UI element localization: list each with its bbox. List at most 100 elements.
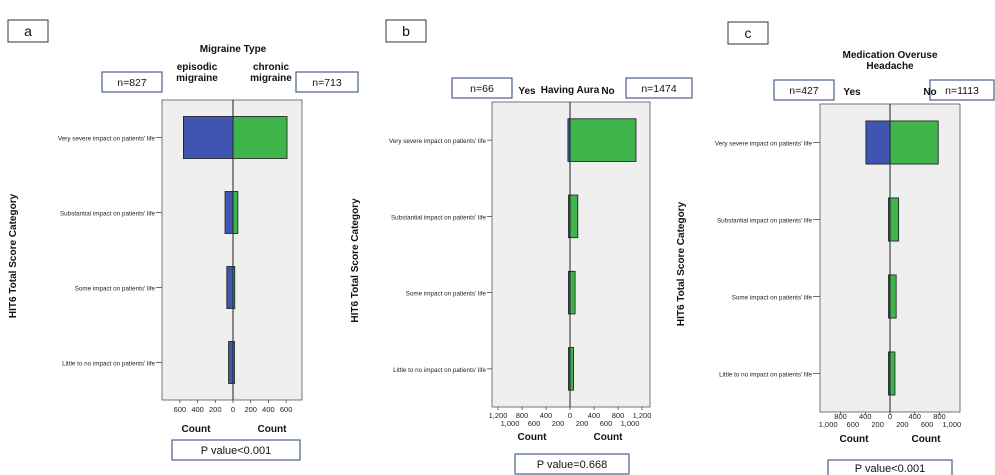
- panel-c-n-left: n=427: [789, 85, 819, 97]
- panel-a-xtick-label-right: 600: [280, 405, 293, 414]
- panel-a-xlabel-right: Count: [258, 424, 288, 435]
- panel-b-xtick-label-right: 1,200: [633, 411, 652, 420]
- panel-a-category-label: Very severe impact on patients' life: [58, 136, 156, 143]
- panel-b-title-line: Having Aura: [541, 85, 600, 96]
- panel-c-xtick-label-left-row2: 600: [847, 420, 860, 429]
- panel-a-xtick-label-right: 200: [244, 405, 257, 414]
- panel-b-xtick-label-left: 400: [540, 411, 553, 420]
- panel-a-category-label: Some impact on patients' life: [75, 286, 156, 293]
- panel-b-xtick-label-left: 800: [516, 411, 529, 420]
- panel-c-xtick-label-left: 800: [834, 412, 847, 421]
- panel-a-xtick-label-right: 400: [262, 405, 275, 414]
- panel-a-label-box: [7, 19, 49, 43]
- panel-a-title-line: Migraine Type: [200, 44, 267, 55]
- panel-b-n-right: n=1474: [641, 83, 676, 95]
- panel-c-ylabel: HIT6 Total Score Category: [676, 201, 687, 326]
- panel-a-p-value-box: [171, 439, 301, 461]
- panel-c-xtick-label-right: 400: [908, 412, 921, 421]
- panel-b-n-left-box: [451, 77, 513, 99]
- panel-b-xtick-label-left-row2: 600: [528, 419, 541, 428]
- panel-c-right-header: No: [923, 87, 936, 98]
- panel-b-label: b: [402, 23, 410, 39]
- panel-b-xtick-label-left: 1,200: [489, 411, 508, 420]
- panel-b-bar-right: [569, 347, 574, 391]
- panel-b-p-value-box: [514, 453, 630, 475]
- panel-a-n-left-box: [101, 71, 163, 93]
- panel-c-xtick-label-right: 800: [933, 412, 946, 421]
- panel-c-xtick-label-right-row2: 600: [921, 420, 934, 429]
- panel-a-bar-right: [232, 116, 288, 159]
- panel-c-category-label: Little to no impact on patients' life: [719, 372, 812, 379]
- panel-a-bar-right: [232, 191, 239, 234]
- panel-a-n-right-box: [295, 71, 359, 93]
- panel-b-xlabel-right: Count: [594, 432, 624, 443]
- panel-b-category-label: Substantial impact on patients' life: [391, 214, 487, 221]
- panel-b-xtick-label-right: 400: [588, 411, 601, 420]
- panel-c-xtick-label-left-row2: 1,000: [819, 420, 838, 429]
- panel-c-xtick-label-left: 400: [859, 412, 872, 421]
- panel-c-label: c: [745, 25, 752, 41]
- panel-c-bar-right: [889, 197, 900, 242]
- panel-b-category-label: Very severe impact on patients' life: [389, 138, 487, 145]
- panel-b-xtick-label-right-row2: 600: [600, 419, 613, 428]
- panel-a-left-header: migraine: [176, 73, 218, 84]
- panel-c-title-line: Headache: [866, 61, 914, 72]
- panel-b-category-label: Some impact on patients' life: [406, 291, 487, 298]
- panel-c-xtick-label-left-row2: 200: [871, 420, 884, 429]
- panel-a-right-header: chronic: [253, 62, 290, 73]
- panel-b-label-box: [385, 19, 427, 43]
- panel-c-category-label: Substantial impact on patients' life: [717, 218, 813, 225]
- panel-a-right-header: migraine: [250, 73, 292, 84]
- panel-a-xtick-label-left: 200: [209, 405, 222, 414]
- panel-a-xtick-label-right: 0: [231, 405, 235, 414]
- panel-b-bar-right: [569, 270, 576, 315]
- panel-a-xlabel-left: Count: [182, 424, 212, 435]
- panel-c-category-label: Very severe impact on patients' life: [715, 141, 813, 148]
- panel-b-n-left: n=66: [470, 83, 494, 95]
- panel-c-xlabel-right: Count: [912, 434, 942, 445]
- panel-c-xtick-label-right: 0: [888, 412, 892, 421]
- panel-a-n-right: n=713: [312, 77, 342, 89]
- panel-c-xtick-label-right-row2: 200: [896, 420, 909, 429]
- panel-b-right-header: No: [601, 86, 614, 97]
- panel-c-n-right-box: [929, 79, 995, 101]
- panel-a-xtick-label-left: 400: [191, 405, 204, 414]
- panel-a-p-value: P value<0.001: [201, 445, 271, 457]
- panel-c-label-box: [727, 21, 769, 45]
- panel-c-n-left-box: [773, 79, 835, 101]
- panel-c-title-line: Medication Overuse: [842, 50, 937, 61]
- panel-a-ylabel: HIT6 Total Score Category: [8, 193, 19, 318]
- panel-b-p-value: P value=0.668: [537, 459, 607, 471]
- panel-b-xlabel-left: Count: [518, 432, 548, 443]
- panel-b-xtick-label-right: 800: [612, 411, 625, 420]
- panel-c-p-value-box: [827, 459, 953, 475]
- panel-a-bar-left: [182, 116, 234, 159]
- panel-c-xtick-label-right-row2: 1,000: [942, 420, 961, 429]
- panel-b-xtick-label-left-row2: 200: [552, 419, 565, 428]
- panel-b-xtick-label-right-row2: 200: [576, 419, 589, 428]
- panel-b-xtick-label-right: 0: [568, 411, 572, 420]
- panel-a-label: a: [24, 23, 32, 39]
- panel-b-xtick-label-right-row2: 1,000: [621, 419, 640, 428]
- panel-b-bar-right: [569, 194, 579, 239]
- panel-a-n-left: n=827: [117, 77, 147, 89]
- panel-a-left-header: episodic: [177, 62, 218, 73]
- panel-c-bar-left: [865, 120, 891, 165]
- panel-a-bar-left: [226, 266, 234, 309]
- panel-b: b Having Aura n=66 n=1474 Yes No HIT6 Total Sc…: [350, 19, 693, 475]
- panel-a-category-label: Substantial impact on patients' life: [60, 211, 156, 218]
- panel-c-left-header: Yes: [843, 87, 861, 98]
- panel-a-bar-left: [228, 341, 234, 384]
- panel-a-bar-left: [224, 191, 234, 234]
- panel-c-xlabel-left: Count: [840, 434, 870, 445]
- panel-c-p-value: P value<0.001: [855, 463, 925, 475]
- panel-b-bar-right: [569, 118, 637, 162]
- panel-c-bar-right: [889, 274, 897, 319]
- panel-b-left-header: Yes: [518, 86, 536, 97]
- panel-b-category-label: Little to no impact on patients' life: [393, 367, 486, 374]
- panel-b-xtick-label-left-row2: 1,000: [501, 419, 520, 428]
- panel-c-bar-right: [889, 351, 896, 396]
